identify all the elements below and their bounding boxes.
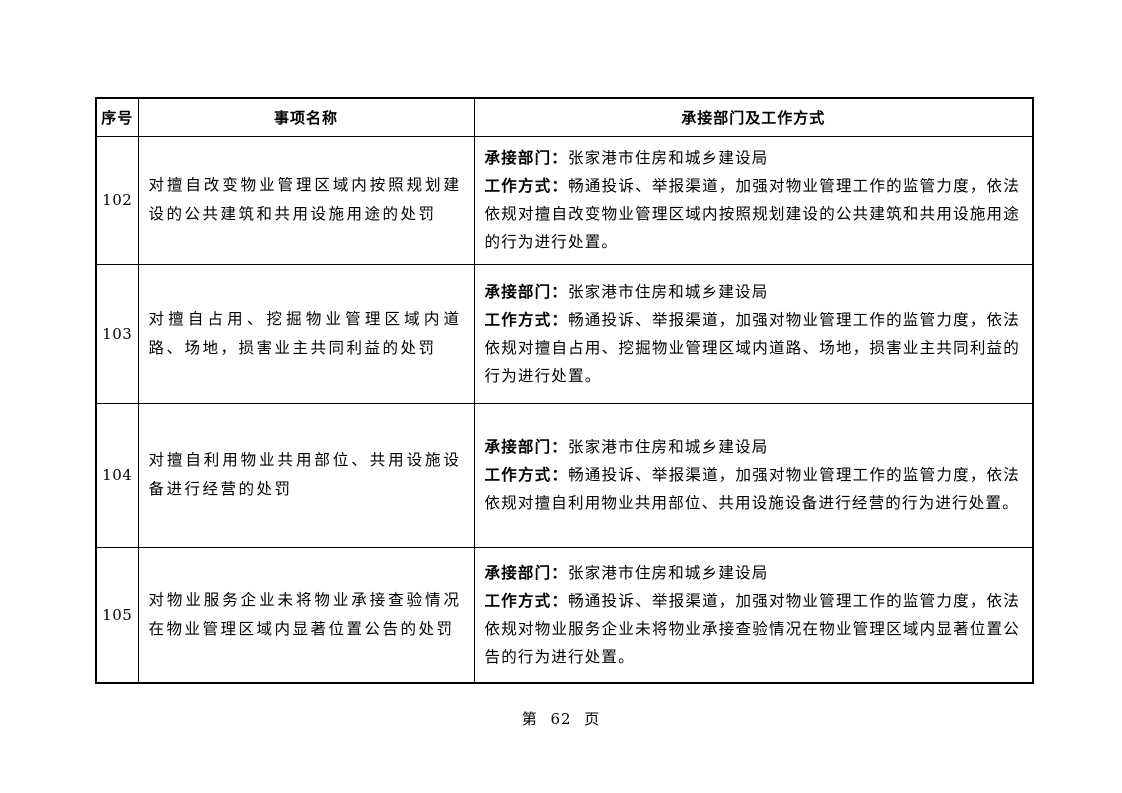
dept-line: 承接部门：张家港市住房和城乡建设局 bbox=[485, 278, 1021, 306]
header-item-name: 事项名称 bbox=[137, 97, 475, 137]
page-number: 第 62 页 bbox=[521, 710, 601, 728]
table-header-row: 序号 事项名称 承接部门及工作方式 bbox=[95, 97, 1034, 137]
table-row: 105 对物业服务企业未将物业承接查验情况在物业管理区域内显著位置公告的处罚 承… bbox=[95, 546, 1034, 684]
dept-line: 承接部门：张家港市住房和城乡建设局 bbox=[485, 559, 1021, 587]
method-value: 畅通投诉、举报渠道，加强对物业管理工作的监管力度，依法依规对擅自改变物业管理区域… bbox=[484, 177, 1020, 251]
method-value: 畅通投诉、举报渠道，加强对物业管理工作的监管力度，依法依规对擅自利用物业共用部位… bbox=[484, 466, 1020, 512]
serial-number: 102 bbox=[95, 135, 139, 265]
dept-method-cell: 承接部门：张家港市住房和城乡建设局 工作方式：畅通投诉、举报渠道，加强对物业管理… bbox=[473, 546, 1034, 684]
table-row: 103 对擅自占用、挖掘物业管理区域内道路、场地，损害业主共同利益的处罚 承接部… bbox=[95, 263, 1034, 404]
dept-line: 承接部门：张家港市住房和城乡建设局 bbox=[485, 144, 1021, 172]
dept-label: 承接部门： bbox=[484, 562, 569, 582]
dept-value: 张家港市住房和城乡建设局 bbox=[568, 282, 769, 301]
method-line: 工作方式：畅通投诉、举报渠道，加强对物业管理工作的监管力度，依法依规对擅自改变物… bbox=[485, 172, 1021, 256]
item-name: 对擅自利用物业共用部位、共用设施设备进行经营的处罚 bbox=[137, 402, 475, 548]
method-value: 畅通投诉、举报渠道，加强对物业管理工作的监管力度，依法依规对擅自占用、挖掘物业管… bbox=[484, 310, 1020, 385]
dept-method-cell: 承接部门：张家港市住房和城乡建设局 工作方式：畅通投诉、举报渠道，加强对物业管理… bbox=[473, 263, 1034, 404]
method-line: 工作方式：畅通投诉、举报渠道，加强对物业管理工作的监管力度，依法依规对擅自利用物… bbox=[485, 461, 1021, 517]
header-dept-and-method: 承接部门及工作方式 bbox=[473, 97, 1034, 137]
dept-label: 承接部门： bbox=[484, 437, 569, 456]
dept-label: 承接部门： bbox=[484, 281, 569, 301]
table-row: 102 对擅自改变物业管理区域内按照规划建设的公共建筑和共用设施用途的处罚 承接… bbox=[95, 135, 1034, 265]
dept-method-cell: 承接部门：张家港市住房和城乡建设局 工作方式：畅通投诉、举报渠道，加强对物业管理… bbox=[473, 135, 1034, 265]
header-serial-number: 序号 bbox=[95, 97, 139, 137]
method-value: 畅通投诉、举报渠道，加强对物业管理工作的监管力度，依法依规对物业服务企业未将物业… bbox=[484, 591, 1020, 666]
method-label: 工作方式： bbox=[484, 176, 569, 195]
dept-line: 承接部门：张家港市住房和城乡建设局 bbox=[485, 433, 1021, 461]
dept-label: 承接部门： bbox=[484, 148, 569, 167]
item-name: 对擅自占用、挖掘物业管理区域内道路、场地，损害业主共同利益的处罚 bbox=[137, 263, 475, 404]
item-name: 对物业服务企业未将物业承接查验情况在物业管理区域内显著位置公告的处罚 bbox=[137, 546, 475, 684]
serial-number: 104 bbox=[95, 402, 139, 548]
method-label: 工作方式： bbox=[484, 590, 569, 610]
dept-value: 张家港市住房和城乡建设局 bbox=[568, 149, 769, 167]
method-label: 工作方式： bbox=[484, 465, 569, 484]
serial-number: 105 bbox=[95, 546, 139, 684]
table-row: 104 对擅自利用物业共用部位、共用设施设备进行经营的处罚 承接部门：张家港市住… bbox=[95, 402, 1034, 548]
dept-method-cell: 承接部门：张家港市住房和城乡建设局 工作方式：畅通投诉、举报渠道，加强对物业管理… bbox=[473, 402, 1034, 548]
method-label: 工作方式： bbox=[484, 309, 569, 329]
item-name: 对擅自改变物业管理区域内按照规划建设的公共建筑和共用设施用途的处罚 bbox=[137, 135, 475, 265]
method-line: 工作方式：畅通投诉、举报渠道，加强对物业管理工作的监管力度，依法依规对擅自占用、… bbox=[485, 306, 1021, 390]
dept-value: 张家港市住房和城乡建设局 bbox=[568, 438, 769, 456]
method-line: 工作方式：畅通投诉、举报渠道，加强对物业管理工作的监管力度，依法依规对物业服务企… bbox=[485, 587, 1021, 671]
dept-value: 张家港市住房和城乡建设局 bbox=[568, 563, 769, 582]
items-table: 序号 事项名称 承接部门及工作方式 102 对擅自改变物业管理区域内按照规划建设… bbox=[95, 97, 1034, 684]
serial-number: 103 bbox=[95, 263, 139, 404]
